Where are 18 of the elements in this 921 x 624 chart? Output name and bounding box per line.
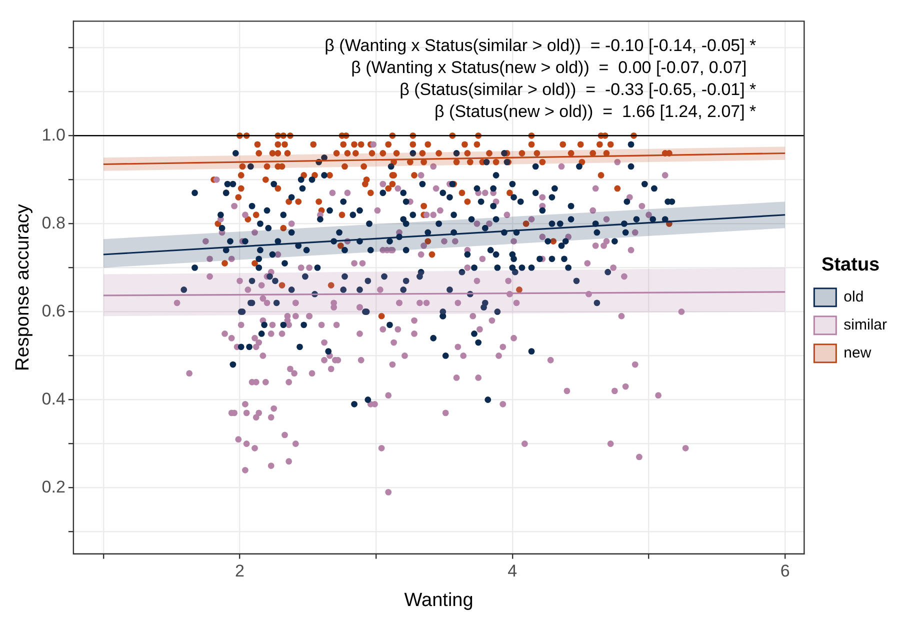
legend-title: Status xyxy=(822,254,880,276)
x-axis-title: Wanting xyxy=(404,590,474,611)
annotation: β (Status(similar > old)) = -0.33 [-0.65, -0.01] * xyxy=(400,80,757,100)
y-axis-title: Response accuracy xyxy=(12,204,34,371)
x-tick-label: 2 xyxy=(235,562,244,581)
y-tick-label: 0.8 xyxy=(42,213,66,232)
legend-label: similar xyxy=(844,316,888,334)
y-tick-label: 0.6 xyxy=(42,301,66,320)
x-tick-label: 6 xyxy=(780,562,790,581)
x-tick-label: 4 xyxy=(508,562,518,581)
annotation: β (Wanting x Status(new > old)) = 0.00 [-0.07, 0.07] xyxy=(351,58,756,78)
legend-label: old xyxy=(844,288,864,306)
annotation: β (Wanting x Status(similar > old)) = -0.10 [-0.14, -0.05] * xyxy=(324,36,757,56)
y-tick-label: 1.0 xyxy=(42,125,66,144)
legend-label: new xyxy=(844,344,872,362)
y-tick-label: 0.2 xyxy=(42,477,66,496)
annotation: β (Status(new > old)) = 1.66 [1.24, 2.07] * xyxy=(434,102,757,122)
y-tick-label: 0.4 xyxy=(42,389,66,408)
